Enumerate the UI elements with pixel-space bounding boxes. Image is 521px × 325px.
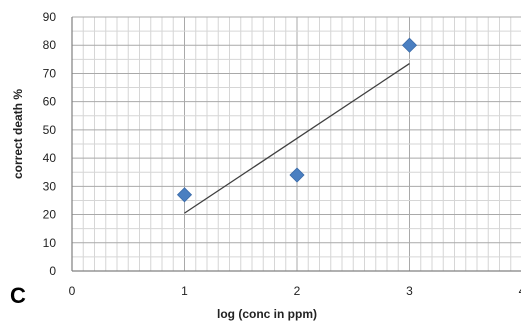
gridlines: [71, 16, 521, 272]
y-tick-label: 80: [43, 38, 57, 52]
y-tick-label: 60: [43, 95, 57, 109]
y-tick-label: 20: [43, 208, 57, 222]
data-point: [176, 187, 193, 203]
panel-label: C: [10, 283, 26, 308]
x-axis-title: log (conc in ppm): [217, 307, 317, 321]
y-tick-label: 30: [43, 179, 57, 193]
x-tick-label: 2: [294, 284, 301, 298]
y-tick-label: 0: [49, 264, 56, 278]
x-tick-label: 1: [181, 284, 188, 298]
axes: [71, 17, 521, 272]
data-point: [401, 37, 418, 53]
y-tick-labels: 0 10 20 30 40 50 60 70 80 90: [43, 10, 57, 278]
x-tick-label: 3: [406, 284, 413, 298]
y-tick-label: 40: [43, 151, 57, 165]
x-tick-label: 4: [519, 284, 521, 298]
y-tick-label: 70: [43, 66, 57, 80]
y-tick-label: 90: [43, 10, 57, 24]
y-tick-label: 50: [43, 123, 57, 137]
x-tick-label: 0: [69, 284, 76, 298]
data-point: [289, 167, 305, 183]
data-points: [176, 37, 418, 203]
y-axis-title: correct death %: [11, 89, 25, 179]
y-tick-label: 10: [43, 236, 57, 250]
x-tick-labels: 0 1 2 3 4: [69, 284, 521, 298]
trendline: [184, 63, 410, 214]
